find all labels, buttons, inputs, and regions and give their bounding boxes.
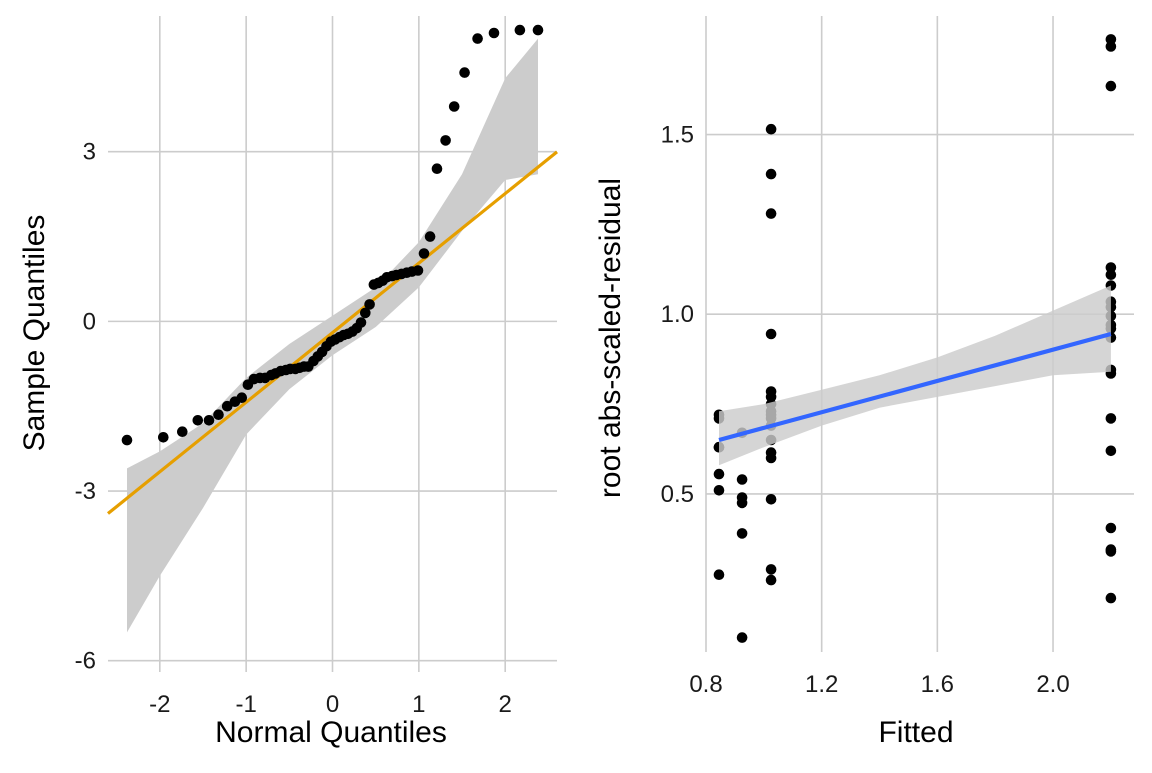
x-tick-label: 2 bbox=[499, 691, 512, 718]
confidence-band bbox=[719, 285, 1111, 466]
data-point bbox=[448, 101, 460, 112]
data-point bbox=[488, 27, 500, 39]
scale-location-confidence-band bbox=[719, 285, 1111, 466]
y-tick-label: 1.0 bbox=[661, 301, 694, 328]
data-point bbox=[472, 33, 483, 44]
x-tick-label: 0.8 bbox=[689, 671, 722, 698]
data-point bbox=[355, 317, 367, 328]
data-point bbox=[765, 564, 777, 575]
data-point bbox=[158, 432, 169, 443]
x-tick-label: 1.2 bbox=[805, 671, 838, 698]
data-point bbox=[1105, 592, 1117, 604]
data-point bbox=[203, 415, 215, 426]
x-tick-label: 1 bbox=[412, 691, 425, 718]
y-tick-label: -3 bbox=[75, 478, 96, 505]
data-point bbox=[765, 328, 777, 340]
data-point bbox=[1105, 522, 1117, 534]
data-point bbox=[424, 231, 436, 242]
data-point bbox=[1105, 413, 1117, 424]
data-point bbox=[360, 307, 371, 319]
data-point bbox=[418, 248, 430, 259]
data-point bbox=[459, 67, 470, 78]
data-point bbox=[514, 24, 526, 36]
data-point bbox=[412, 265, 424, 276]
scale-location-y-axis-title: root abs-scaled-residual bbox=[594, 178, 627, 498]
data-point bbox=[1105, 80, 1117, 92]
qq-x-axis-title: Normal Quantiles bbox=[215, 716, 447, 749]
data-point bbox=[765, 494, 777, 505]
data-point bbox=[431, 163, 443, 174]
scale-location-y-tick-labels: 0.5 1.0 1.5 bbox=[661, 122, 694, 508]
y-tick-label: 0.5 bbox=[661, 481, 694, 508]
data-point bbox=[765, 574, 777, 586]
y-tick-label: 1.5 bbox=[661, 122, 694, 149]
scale-location-panel: 0.8 1.2 1.6 2.0 0.5 1.0 1.5 Fitted root abs-s… bbox=[594, 16, 1134, 749]
data-point bbox=[1105, 269, 1117, 281]
qq-reference-line bbox=[106, 150, 559, 515]
data-point bbox=[532, 24, 544, 36]
reference-line bbox=[106, 150, 559, 515]
data-point bbox=[364, 299, 375, 310]
data-point bbox=[765, 208, 777, 219]
y-tick-label: 0 bbox=[83, 308, 96, 335]
x-tick-label: 1.6 bbox=[921, 671, 954, 698]
data-point bbox=[1105, 546, 1117, 557]
qq-y-tick-labels: -6 -3 0 3 bbox=[75, 139, 96, 675]
data-point bbox=[121, 434, 133, 446]
y-tick-label: -6 bbox=[75, 648, 96, 675]
data-point bbox=[736, 497, 748, 509]
x-tick-label: 0 bbox=[326, 691, 339, 718]
qq-plot-panel: -2 -1 0 1 2 -6 -3 0 3 Normal Quantiles Sample Q… bbox=[18, 16, 559, 749]
data-point bbox=[765, 168, 777, 180]
qq-y-axis-title: Sample Quantiles bbox=[18, 215, 51, 452]
data-point bbox=[177, 426, 188, 438]
data-point bbox=[713, 485, 725, 496]
smooth-line bbox=[718, 331, 1112, 443]
scale-location-x-axis-title: Fitted bbox=[878, 716, 953, 749]
data-point bbox=[736, 632, 748, 643]
data-point bbox=[765, 123, 777, 135]
qq-x-tick-labels: -2 -1 0 1 2 bbox=[149, 691, 512, 718]
scale-location-x-tick-labels: 0.8 1.2 1.6 2.0 bbox=[689, 671, 1069, 698]
x-tick-label: -1 bbox=[235, 691, 256, 718]
data-point bbox=[713, 569, 725, 580]
data-point bbox=[236, 392, 248, 404]
data-point bbox=[765, 452, 777, 464]
data-point bbox=[1105, 41, 1117, 52]
data-point bbox=[1105, 445, 1117, 457]
data-point bbox=[736, 528, 748, 539]
y-tick-label: 3 bbox=[83, 139, 96, 166]
data-point bbox=[221, 400, 233, 412]
data-point bbox=[440, 135, 451, 146]
data-point bbox=[713, 468, 725, 480]
data-point bbox=[736, 474, 748, 485]
x-tick-label: -2 bbox=[149, 691, 170, 718]
scale-location-smooth-line bbox=[718, 331, 1112, 443]
data-point bbox=[213, 409, 224, 421]
x-tick-label: 2.0 bbox=[1036, 671, 1069, 698]
qq-points bbox=[121, 24, 544, 446]
data-point bbox=[192, 415, 204, 426]
